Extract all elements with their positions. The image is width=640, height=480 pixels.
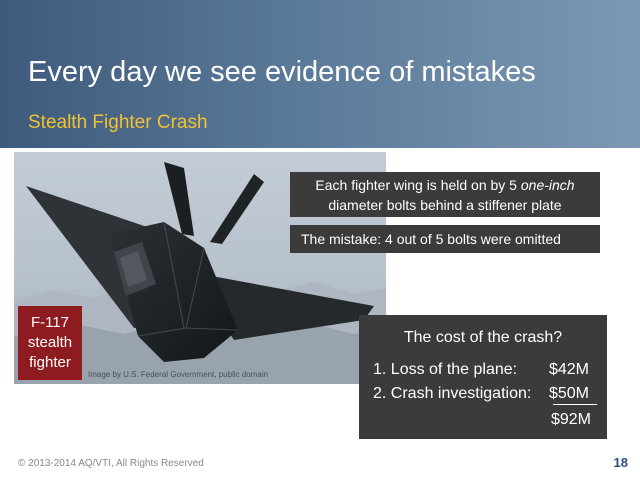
cost-total: $92M bbox=[550, 411, 591, 428]
cost-label: 2. Crash investigation: bbox=[373, 385, 532, 402]
slide-title: Every day we see evidence of mistakes bbox=[28, 56, 536, 88]
wing-bolts-callout: Each fighter wing is held on by 5 one-in… bbox=[290, 172, 600, 217]
copyright-footer: © 2013-2014 AQ/VTI, All Rights Reserved bbox=[18, 458, 204, 469]
jet-label-line: F-117 bbox=[30, 314, 70, 331]
cost-row: 2. Crash investigation: $50M bbox=[373, 385, 597, 405]
callout-line: diameter bolts behind a stiffener plate bbox=[328, 196, 562, 213]
slide-subtitle: Stealth Fighter Crash bbox=[28, 112, 208, 133]
slide-header bbox=[0, 0, 640, 148]
jet-label-line: stealth bbox=[27, 334, 73, 351]
cost-value: $50M bbox=[548, 385, 589, 402]
jet-name-label: F-117 stealth fighter bbox=[18, 306, 82, 380]
cost-value: $42M bbox=[548, 361, 589, 378]
page-number: 18 bbox=[613, 455, 628, 470]
jet-label-line: fighter bbox=[29, 354, 71, 371]
callout-emphasis: one-inch bbox=[520, 176, 575, 193]
cost-row: 1. Loss of the plane: $42M bbox=[373, 361, 597, 381]
cost-title: The cost of the crash? bbox=[403, 329, 563, 346]
sum-rule bbox=[553, 404, 597, 405]
mistake-text: The mistake: 4 out of 5 bolts were omitt… bbox=[301, 231, 561, 247]
cost-label: 1. Loss of the plane: bbox=[373, 361, 518, 378]
mistake-callout: The mistake: 4 out of 5 bolts were omitt… bbox=[290, 225, 600, 253]
callout-line: Each fighter wing is held on by 5 one-in… bbox=[315, 175, 574, 195]
callout-text: Each fighter wing is held on by 5 bbox=[315, 176, 521, 193]
cost-box: The cost of the crash? 1. Loss of the pl… bbox=[359, 315, 607, 439]
image-credit: Image by U.S. Federal Government, public… bbox=[88, 370, 269, 379]
